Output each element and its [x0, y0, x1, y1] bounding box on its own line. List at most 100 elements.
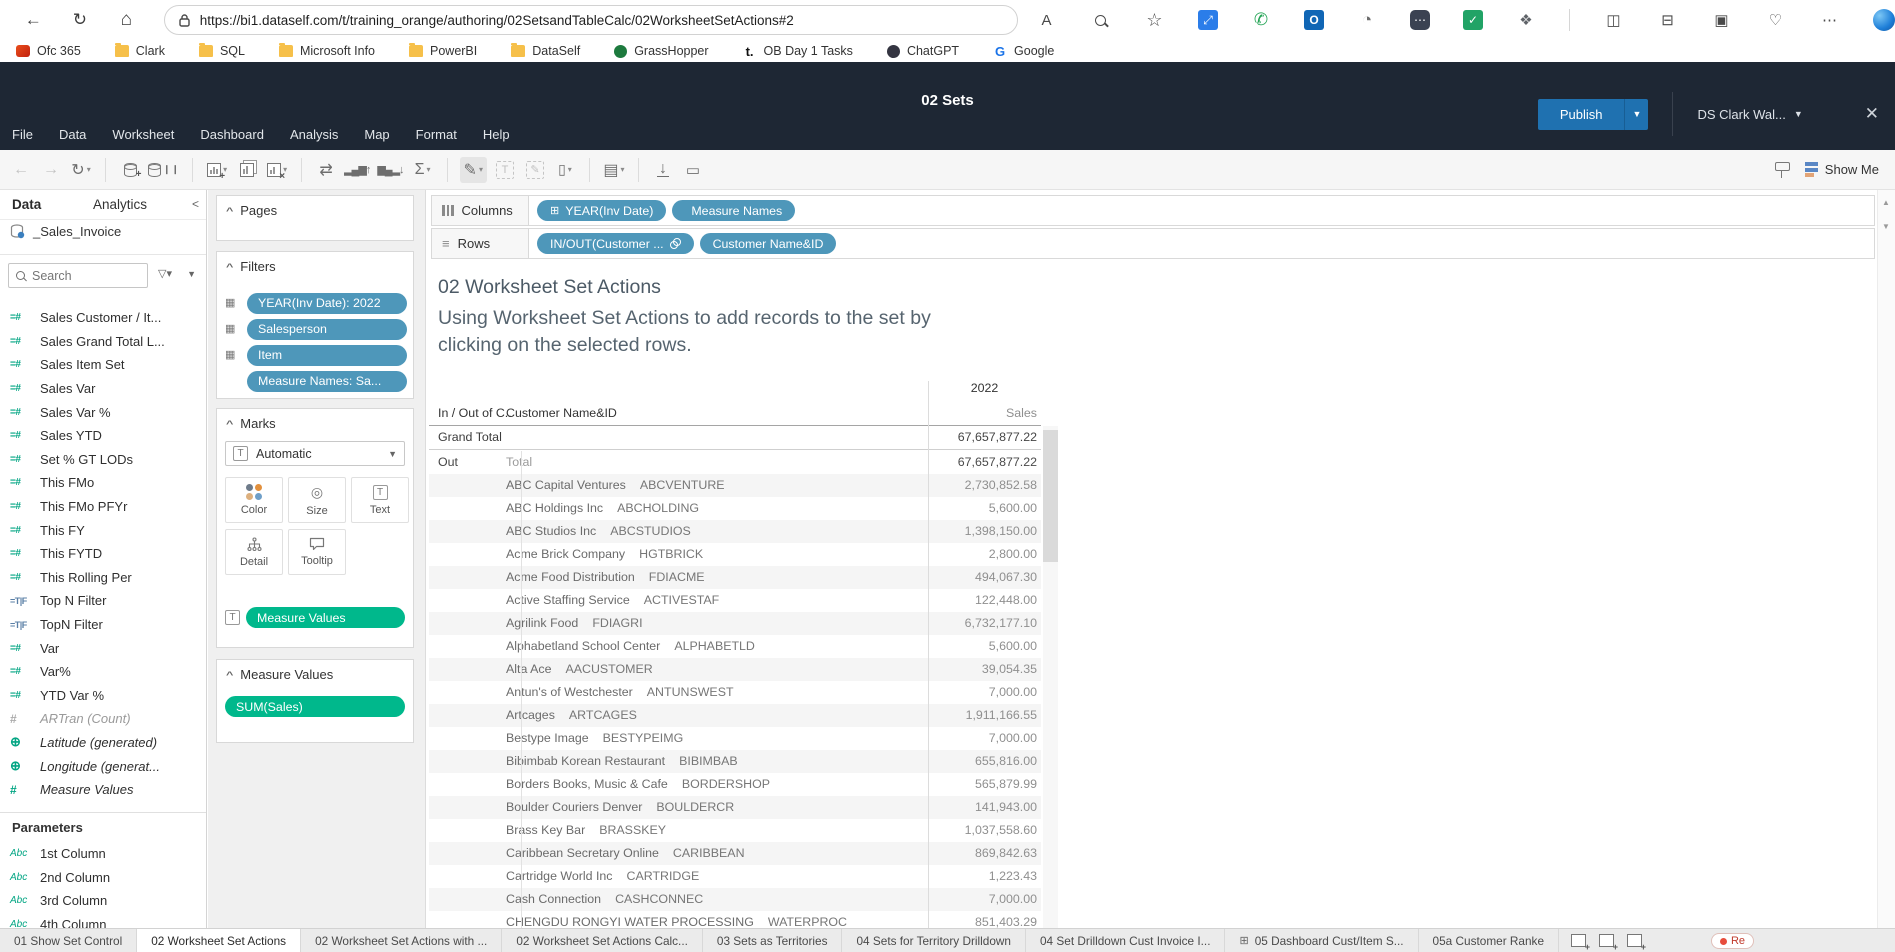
table-scrollbar-thumb[interactable]: [1043, 430, 1058, 562]
zoom-icon[interactable]: [1090, 10, 1111, 31]
field-item[interactable]: =# Sales Customer / It...: [10, 310, 162, 326]
field-item[interactable]: =# This FMo PFYr: [10, 499, 128, 515]
tab-analytics[interactable]: Analytics: [93, 197, 148, 212]
grand-total-row[interactable]: Grand Total 67,657,877.22: [429, 426, 1041, 450]
bookmark-item[interactable]: PowerBI: [409, 43, 477, 58]
sheet-tab[interactable]: ⊞ 05 Dashboard Cust/Item S...: [1225, 929, 1419, 952]
copy-pages-icon[interactable]: ▣: [1714, 12, 1729, 29]
customer-column-header[interactable]: Customer Name&ID: [506, 406, 617, 420]
format-borders-button[interactable]: ▯ ▾: [558, 161, 572, 177]
pane-menu-icon[interactable]: ▼: [187, 269, 196, 279]
field-item[interactable]: =# Sales Item Set: [10, 357, 125, 373]
publish-button[interactable]: Publish ▼: [1537, 98, 1649, 130]
filter-fields-icon[interactable]: ▽▾: [158, 268, 172, 280]
table-row[interactable]: ABC Capital Ventures ABCVENTURE 2,730,852…: [429, 474, 1041, 497]
filter-pill[interactable]: Measure Names: Sa...: [247, 370, 407, 392]
copilot-icon[interactable]: [1873, 9, 1895, 31]
collections-icon[interactable]: ⊟: [1661, 12, 1674, 29]
bookmark-item[interactable]: t. OB Day 1 Tasks: [745, 43, 853, 59]
table-row[interactable]: Bestype Image BESTYPEIMG 7,000.00: [506, 731, 1037, 745]
undo-button[interactable]: ←: [13, 160, 29, 178]
menu-item[interactable]: Dashboard: [200, 127, 264, 142]
table-row[interactable]: Acme Brick Company HGTBRICK 2,800.00: [506, 547, 1037, 561]
shelf-pill[interactable]: IN/OUT(Customer ...: [537, 233, 694, 254]
inout-column-header[interactable]: In / Out of C..: [438, 406, 512, 420]
table-row[interactable]: Caribbean Secretary Online CARIBBEAN 869,…: [429, 842, 1041, 865]
filter-pill[interactable]: Item: [247, 344, 407, 366]
download-button[interactable]: ↓: [656, 160, 669, 177]
field-item[interactable]: # Measure Values: [10, 782, 134, 798]
favorite-star-icon[interactable]: ☆: [1146, 9, 1163, 30]
show-hide-cards-button[interactable]: ▤ ▾: [603, 161, 625, 179]
table-row[interactable]: ABC Studios Inc ABCSTUDIOS 1,398,150.00: [429, 520, 1041, 543]
bookmark-item[interactable]: Clark: [114, 43, 165, 58]
out-total-row[interactable]: Out Total 67,657,877.22: [438, 455, 1037, 469]
browser-essentials-icon[interactable]: ♡: [1768, 12, 1783, 29]
menu-item[interactable]: Format: [415, 127, 457, 142]
table-row[interactable]: Antun's of Westchester ANTUNSWEST 7,000.0…: [506, 685, 1037, 699]
size-button[interactable]: ◎ Size: [288, 477, 346, 523]
sheet-tab[interactable]: 04 Set Drilldown Cust Invoice I...: [1026, 929, 1226, 952]
field-item[interactable]: =T|F Top N Filter: [10, 593, 107, 609]
url-text[interactable]: https://bi1.dataself.com/t/training_oran…: [199, 12, 794, 28]
sum-sales-pill[interactable]: SUM(Sales): [225, 696, 405, 717]
new-worksheet-button[interactable]: + ▾: [205, 157, 229, 183]
new-dashboard-tab-icon[interactable]: [1599, 934, 1618, 952]
table-row[interactable]: Brass Key Bar BRASSKEY 1,037,558.60: [506, 823, 1037, 837]
collapse-pane-icon[interactable]: <: [191, 197, 199, 211]
data-source-item[interactable]: _Sales_Invoice: [10, 224, 121, 239]
account-menu[interactable]: DS Clark Wal... ▼: [1697, 106, 1803, 122]
read-aloud-icon[interactable]: A: [1041, 11, 1052, 29]
measure-values-pill[interactable]: Measure Values: [246, 607, 405, 628]
show-me-button[interactable]: Show Me: [1804, 162, 1879, 177]
field-item[interactable]: =# Sales YTD: [10, 428, 102, 444]
menu-item[interactable]: Worksheet: [112, 127, 175, 142]
browser-home-icon[interactable]: ⌂: [120, 9, 133, 30]
bookmark-item[interactable]: DataSelf: [511, 43, 580, 58]
scroll-up-icon[interactable]: ▲: [1882, 198, 1890, 207]
shelf-pill[interactable]: ⊞ YEAR(Inv Date): [537, 200, 667, 221]
new-story-tab-icon[interactable]: [1627, 934, 1646, 952]
table-row[interactable]: Borders Books, Music & Cafe BORDERSHOP 56…: [506, 777, 1037, 791]
sheet-tab[interactable]: 02 Worksheet Set Actions Calc...: [502, 929, 703, 952]
table-row[interactable]: Acme Food Distribution FDIACME 494,067.30: [429, 566, 1041, 589]
field-item[interactable]: =# YTD Var %: [10, 687, 105, 703]
collapse-icon[interactable]: ^: [225, 261, 234, 272]
table-row[interactable]: Bibimbab Korean Restaurant BIBIMBAB 655,8…: [429, 750, 1041, 773]
table-row[interactable]: Alphabetland School Center ALPHABETLD 5,6…: [506, 639, 1037, 653]
field-item[interactable]: =# Sales Var %: [10, 404, 111, 420]
shelf-pill[interactable]: Customer Name&ID: [699, 233, 837, 254]
filter-pill[interactable]: YEAR(Inv Date): 2022: [247, 292, 407, 314]
collapse-icon[interactable]: ^: [225, 205, 234, 216]
duplicate-sheet-button[interactable]: [235, 157, 259, 183]
tooltip-button[interactable]: Tooltip: [288, 529, 346, 575]
field-item[interactable]: =# Sales Grand Total L...: [10, 333, 165, 349]
field-item[interactable]: =# Var: [10, 640, 60, 656]
bookmark-item[interactable]: Ofc 365: [16, 44, 81, 58]
menu-item[interactable]: Help: [482, 127, 510, 142]
swap-axes-button[interactable]: ⇄: [319, 161, 333, 179]
sort-ascending-button[interactable]: ▂▄▆ ↑: [344, 163, 372, 177]
sheet-tab[interactable]: 04 Sets for Territory Drilldown: [842, 929, 1026, 952]
shelf-pill[interactable]: Measure Names: [672, 200, 796, 221]
field-item[interactable]: =# Var%: [10, 664, 71, 680]
field-item[interactable]: =# This FY: [10, 522, 85, 538]
publish-dropdown-icon[interactable]: ▼: [1624, 98, 1649, 130]
table-row[interactable]: CHENGDU RONGYI WATER PROCESSING WATERPROC…: [506, 915, 1037, 928]
field-item[interactable]: =T|F TopN Filter: [10, 617, 103, 633]
redo-button[interactable]: →: [43, 160, 59, 178]
sheet-tab[interactable]: 01 Show Set Control: [0, 929, 138, 952]
year-column-header[interactable]: 2022: [970, 381, 999, 395]
settings-dots-icon[interactable]: ⋯: [1822, 12, 1837, 29]
sort-descending-button[interactable]: ▆▄▂ ↓: [377, 163, 405, 177]
bookmark-item[interactable]: SQL: [198, 43, 245, 58]
fix-axes-button[interactable]: ✎: [523, 157, 547, 183]
menu-item[interactable]: Data: [58, 127, 87, 142]
table-row[interactable]: Cartridge World Inc CARTRIDGE 1,223.43: [506, 869, 1037, 883]
clear-sheet-button[interactable]: × ▾: [265, 157, 289, 183]
detail-button[interactable]: Detail: [225, 529, 283, 575]
sales-measure-header[interactable]: Sales: [1006, 406, 1037, 420]
tab-data[interactable]: Data: [12, 197, 42, 212]
device-preview-icon[interactable]: [1774, 161, 1790, 178]
bookmark-item[interactable]: GrassHopper: [614, 44, 709, 58]
